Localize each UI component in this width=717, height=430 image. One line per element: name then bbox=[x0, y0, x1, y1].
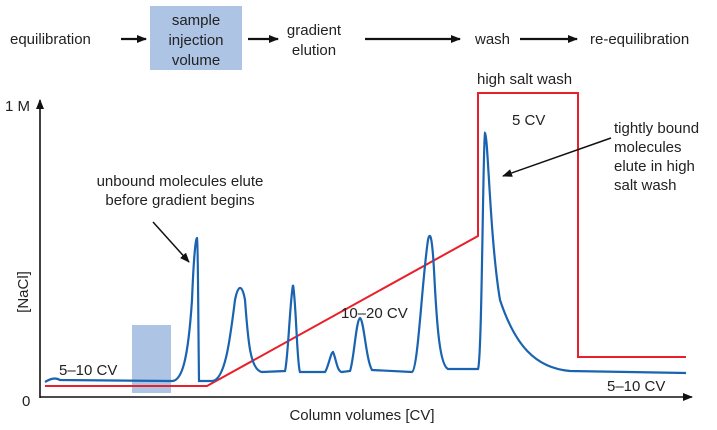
x-axis-label: Column volumes [CV] bbox=[289, 407, 434, 424]
flow-step-equilibration: equilibration bbox=[10, 31, 91, 48]
tightly-bound-label-1: tightly bound bbox=[614, 120, 699, 137]
flow-step-volume: volume bbox=[172, 52, 220, 69]
absorbance-trace bbox=[44, 131, 687, 383]
y-zero-label: 0 bbox=[22, 393, 30, 410]
salt-concentration-line bbox=[45, 92, 686, 387]
flow-step-wash: wash bbox=[474, 31, 510, 48]
y-top-label: 1 M bbox=[5, 98, 30, 115]
unbound-arrow bbox=[152, 221, 190, 263]
tightly-bound-label-2: molecules bbox=[614, 139, 682, 156]
tightly-bound-arrow bbox=[502, 137, 612, 177]
tightly-bound-label-3: elute in high bbox=[614, 158, 695, 175]
gradient-cv-label: 10–20 CV bbox=[341, 305, 408, 322]
high-salt-wash-label: high salt wash bbox=[477, 71, 572, 88]
re-equilibration-cv-label: 5–10 CV bbox=[607, 378, 665, 395]
tightly-bound-label-4: salt wash bbox=[614, 177, 677, 194]
y-axis-label: [NaCl] bbox=[15, 271, 32, 313]
flow-step-elution: elution bbox=[292, 42, 336, 59]
flow-step-gradient: gradient bbox=[287, 22, 342, 39]
flow-step-re-equilibration: re-equilibration bbox=[590, 31, 689, 48]
unbound-label-2: before gradient begins bbox=[105, 192, 254, 209]
five-cv-label: 5 CV bbox=[512, 112, 545, 129]
unbound-label-1: unbound molecules elute bbox=[97, 173, 264, 190]
equilibration-cv-label: 5–10 CV bbox=[59, 362, 117, 379]
flow-step-sample: sample bbox=[172, 12, 220, 29]
injection-volume-marker bbox=[132, 325, 171, 393]
sample-injection-box bbox=[150, 6, 242, 70]
flow-step-injection: injection bbox=[168, 32, 223, 49]
